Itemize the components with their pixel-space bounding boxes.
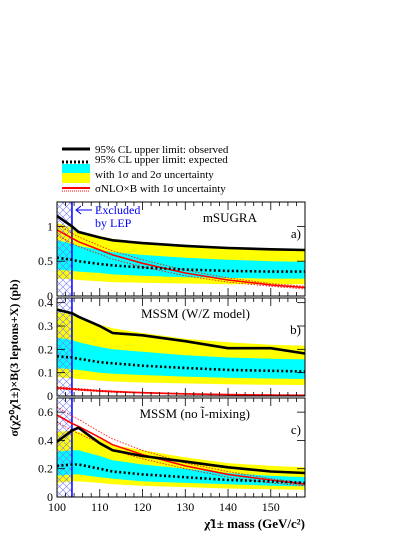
expected-limit-line [56, 463, 306, 485]
x-axis-title: χ̃1± mass (GeV/c²) [203, 516, 305, 531]
excluded-text-line1: Excluded [95, 203, 140, 217]
y-tick-label: 0 [47, 289, 53, 303]
y-tick-label: 0.4 [38, 296, 53, 310]
legend: 95% CL upper limit: observed 95% CL uppe… [62, 144, 229, 195]
y-tick-label: 0 [47, 389, 53, 403]
excluded-region [57, 202, 72, 296]
theory-upper-line [56, 223, 306, 287]
observed-limit-line [56, 308, 306, 355]
x-tick-label: 100 [48, 500, 66, 514]
theory-line [56, 229, 306, 289]
expected-limit-line [56, 256, 305, 273]
panel-frame [56, 297, 306, 397]
panel-label: c) [291, 422, 301, 437]
y-tick-label: 0.3 [38, 319, 53, 333]
y-tick-label: 0.1 [38, 366, 53, 380]
y-tick-label: 1 [47, 219, 53, 233]
excluded-text-line2: by LEP [95, 216, 132, 230]
theory-upper-line [56, 406, 306, 484]
panel-label: a) [291, 226, 301, 241]
theory-lower-line [56, 235, 306, 290]
band-1sigma [57, 337, 305, 379]
y-tick-label: 0 [47, 490, 53, 504]
y-tick-label: 0.4 [38, 433, 53, 447]
legend-bands-label: with 1σ and 2σ uncertainty [95, 169, 214, 181]
panel-frame [56, 201, 306, 297]
x-tick-labels: 100 110 120 130 140 150 [48, 500, 280, 514]
panel-frame [56, 397, 306, 498]
y-tick-label: 0.6 [38, 405, 53, 419]
excluded-arrowhead [75, 205, 82, 215]
y-axis-title: σ(χ̃2⁰χ̃1±)×B(3 leptons+X) (pb) [7, 279, 21, 436]
panel-title: MSSM (no l̃-mixing) [139, 406, 250, 421]
excluded-annotation: Excluded by LEP [75, 203, 140, 230]
observed-limit-line [56, 426, 306, 475]
legend-band2-swatch [62, 173, 90, 183]
band-1sigma [57, 450, 305, 487]
legend-band1-swatch [62, 164, 90, 173]
band-1sigma [57, 240, 305, 279]
expected-limit-line [56, 355, 306, 373]
x-tick-label: 140 [219, 500, 237, 514]
panel-2: 0 0.1 0.2 0.3 0.4 MSSM (W/Z model) b) [38, 296, 306, 403]
panel-3: 0 0.2 0.4 0.6 MSSM (no l̃-mixing) c) [38, 397, 306, 504]
excluded-region [57, 298, 72, 396]
x-tick-label: 120 [134, 500, 152, 514]
theory-line [56, 414, 306, 486]
panel-title: MSSM (W/Z model) [141, 306, 250, 321]
excluded-region [57, 398, 72, 497]
panel-title: mSUGRA [203, 210, 258, 225]
legend-observed-label: 95% CL upper limit: observed [95, 144, 229, 156]
y-tick-label: 0.2 [38, 462, 53, 476]
x-tick-label: 130 [176, 500, 194, 514]
panel-label: b) [290, 322, 301, 337]
observed-limit-line [56, 214, 306, 252]
y-tick-label: 0.2 [38, 342, 53, 356]
panel-1: 0 0.5 1 mSUGRA a) [38, 201, 306, 303]
x-tick-label: 150 [262, 500, 280, 514]
y-tick-label: 0.5 [38, 254, 53, 268]
legend-expected-label: 95% CL upper limit: expected [95, 154, 228, 166]
legend-theory-label: σNLO×B with 1σ uncertainty [95, 183, 226, 195]
theory-line [56, 387, 306, 397]
x-tick-label: 110 [91, 500, 109, 514]
